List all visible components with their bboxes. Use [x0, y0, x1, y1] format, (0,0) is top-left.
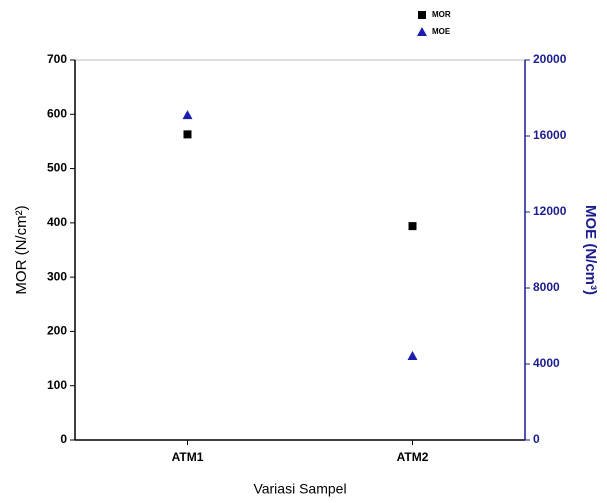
x-tick-label: ATM1 [172, 450, 204, 464]
y2-tick-label: 12000 [533, 204, 567, 218]
y-tick-label: 200 [47, 324, 67, 338]
y-tick-label: 600 [47, 106, 67, 120]
x-axis-label: Variasi Sampel [253, 481, 346, 497]
y2-tick-label: 16000 [533, 128, 567, 142]
legend-label: MOE [432, 27, 451, 36]
legend-label: MOR [432, 10, 451, 19]
y-tick-label: 0 [60, 432, 67, 446]
y2-tick-label: 20000 [533, 52, 567, 66]
point [183, 130, 192, 139]
y-tick-label: 300 [47, 269, 67, 283]
y-tick-label: 100 [47, 378, 67, 392]
y-tick-label: 500 [47, 161, 67, 175]
legend-marker [417, 27, 427, 36]
y2-tick-label: 0 [533, 432, 540, 446]
point [182, 110, 193, 120]
y2-tick-label: 4000 [533, 356, 560, 370]
y-tick-label: 400 [47, 215, 67, 229]
y2-axis-label: MOE (N/cm³) [582, 205, 599, 295]
x-tick-label: ATM2 [397, 450, 429, 464]
y2-tick-label: 8000 [533, 280, 560, 294]
legend-marker [418, 11, 426, 19]
point [407, 351, 418, 361]
y-tick-label: 700 [47, 52, 67, 66]
point [408, 222, 417, 231]
y-axis-label: MOR (N/cm²) [13, 205, 30, 294]
